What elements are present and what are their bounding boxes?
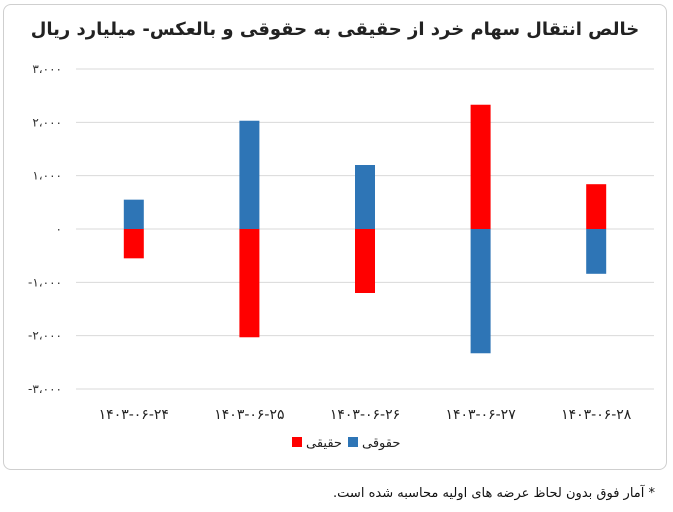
bar-haghighi <box>470 104 491 229</box>
bar-hoghooghi <box>586 229 607 274</box>
legend-label: حقوقی <box>362 436 400 451</box>
x-tick-label: ۱۴۰۳-۰۶-۲۵ <box>214 407 284 423</box>
bar-hoghooghi <box>470 229 491 354</box>
bar-hoghooghi <box>239 120 260 229</box>
legend-swatch <box>292 437 302 447</box>
x-tick-label: ۱۴۰۳-۰۶-۲۶ <box>330 407 400 423</box>
legend-swatch <box>348 437 358 447</box>
footnote: * آمار فوق بدون لحاظ عرضه های اولیه محاس… <box>333 486 655 501</box>
y-tick-label: ۳،۰۰۰ <box>32 62 62 76</box>
bar-haghighi <box>586 184 607 229</box>
y-tick-label: ۲،۰۰۰ <box>32 115 62 129</box>
y-tick-label: -۱،۰۰۰ <box>28 275 62 289</box>
bar-hoghooghi <box>123 199 144 229</box>
bar-haghighi <box>355 229 375 293</box>
y-tick-label: ۱،۰۰۰ <box>32 169 62 183</box>
bar-haghighi <box>123 229 144 259</box>
legend-label: حقیقی <box>306 436 342 451</box>
x-tick-label: ۱۴۰۳-۰۶-۲۴ <box>99 407 169 423</box>
x-tick-label: ۱۴۰۳-۰۶-۲۷ <box>445 407 516 423</box>
bar-haghighi <box>239 229 260 338</box>
chart-frame: خالص انتقال سهام خرد از حقیقی به حقوقی و… <box>3 4 667 470</box>
bar-chart: ۳،۰۰۰ ۲،۰۰۰ ۱،۰۰۰ ۰ -۱،۰۰۰ -۲،۰۰۰ -۳،۰۰۰ ۱۴۰۳-۰… <box>28 62 654 451</box>
y-tick-label: ۰ <box>56 222 62 236</box>
bar-hoghooghi <box>355 165 375 229</box>
y-tick-label: -۲،۰۰۰ <box>28 329 62 343</box>
y-tick-label: -۳،۰۰۰ <box>28 382 62 396</box>
x-tick-label: ۱۴۰۳-۰۶-۲۸ <box>561 407 632 423</box>
chart-title: خالص انتقال سهام خرد از حقیقی به حقوقی و… <box>30 19 640 40</box>
